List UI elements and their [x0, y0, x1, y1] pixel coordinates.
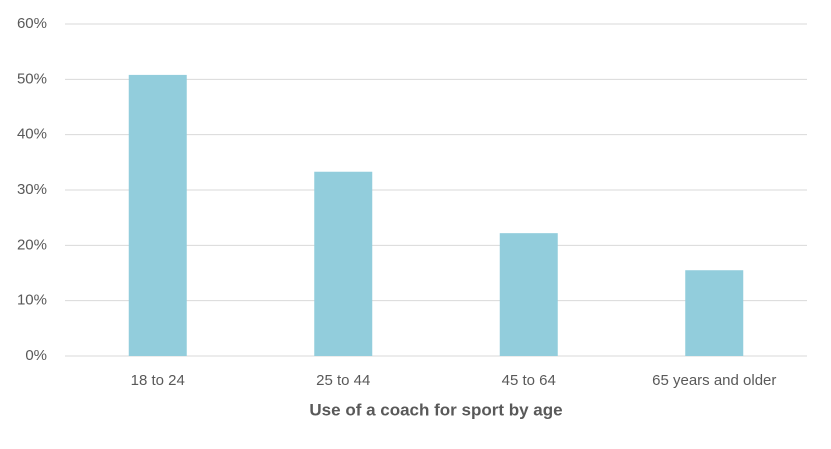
bar — [499, 233, 558, 356]
x-axis-label: Use of a coach for sport by age — [309, 400, 562, 419]
y-tick-label: 60% — [17, 15, 47, 32]
bar — [128, 74, 187, 356]
y-tick-label: 30% — [17, 181, 47, 198]
bar — [314, 171, 373, 356]
x-tick-label: 18 to 24 — [131, 372, 185, 389]
bar — [685, 270, 744, 356]
y-tick-label: 50% — [17, 70, 47, 87]
x-tick-label: 25 to 44 — [316, 372, 370, 389]
x-tick-label: 65 years and older — [652, 372, 776, 389]
x-tick-label: 45 to 64 — [502, 372, 556, 389]
y-tick-label: 10% — [17, 292, 47, 309]
y-tick-label: 20% — [17, 236, 47, 253]
y-tick-label: 40% — [17, 126, 47, 143]
y-tick-label: 0% — [25, 347, 47, 364]
